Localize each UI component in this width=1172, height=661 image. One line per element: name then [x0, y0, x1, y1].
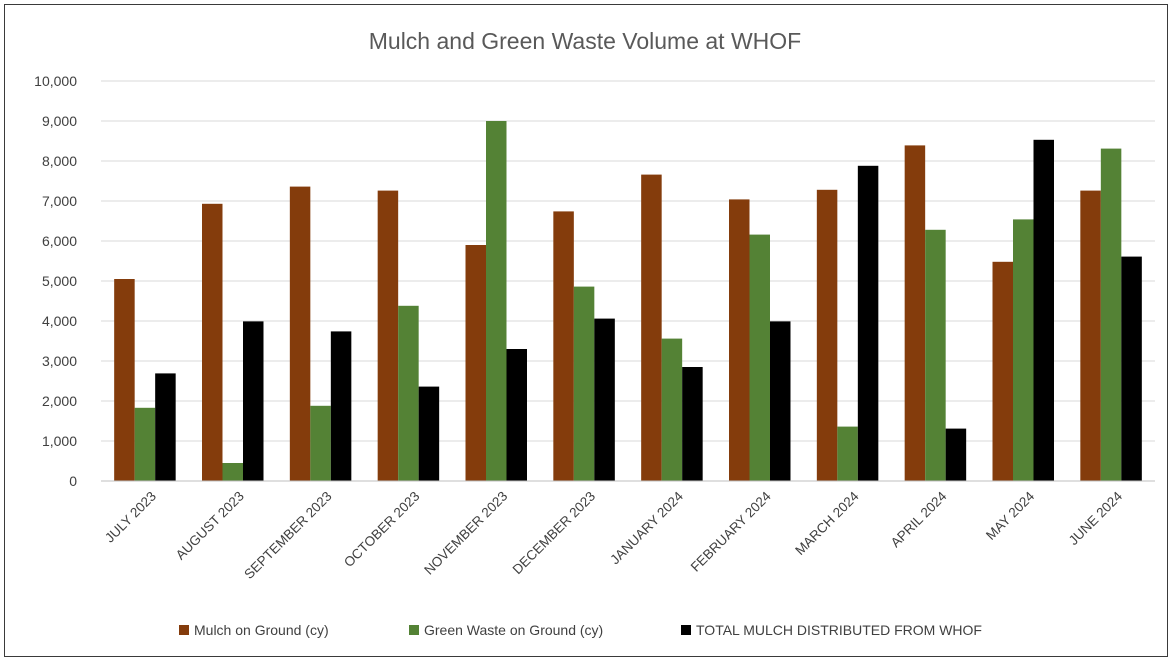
legend-swatch: [681, 625, 691, 635]
chart-title: Mulch and Green Waste Volume at WHOF: [369, 28, 801, 54]
legend: Mulch on Ground (cy) Green Waste on Groun…: [179, 622, 982, 638]
bar-total-distributed: [945, 428, 967, 481]
x-tick-label: OCTOBER 2023: [341, 489, 423, 571]
y-tick-label: 6,000: [42, 233, 77, 249]
legend-label: TOTAL MULCH DISTRIBUTED FROM WHOF: [696, 622, 982, 638]
bar-green-waste: [1013, 219, 1034, 481]
bar-green-waste: [1100, 148, 1122, 481]
legend-swatch: [409, 625, 419, 635]
bar-green-waste: [573, 286, 595, 481]
bar-total-distributed: [594, 318, 615, 481]
bar-mulch: [202, 203, 223, 482]
y-tick-label: 2,000: [42, 393, 77, 409]
chart-frame: Mulch and Green Waste Volume at WHOF 0 1,…: [4, 4, 1168, 657]
y-axis-ticks: 0 1,000 2,000 3,000 4,000 5,000 6,000 7,000 8,00…: [34, 73, 77, 489]
gridlines: [101, 80, 1155, 442]
bar-total-distributed: [155, 373, 176, 481]
legend-swatch: [179, 625, 189, 635]
y-tick-label: 5,000: [42, 273, 77, 289]
bar-mulch: [729, 199, 750, 481]
bar-mulch: [377, 190, 399, 481]
bar-green-waste: [749, 234, 770, 481]
bar-mulch: [289, 186, 311, 481]
bar-chart: Mulch and Green Waste Volume at WHOF 0 1,…: [34, 28, 1155, 638]
y-tick-label: 9,000: [42, 113, 77, 129]
y-tick-label: 0: [69, 473, 77, 489]
legend-label: Mulch on Ground (cy): [194, 622, 329, 638]
y-tick-label: 1,000: [42, 433, 77, 449]
bar-total-distributed: [330, 331, 352, 481]
bar-green-waste: [398, 305, 419, 481]
bar-mulch: [904, 145, 926, 481]
bar-mulch: [553, 211, 574, 481]
y-tick-label: 8,000: [42, 153, 77, 169]
bar-green-waste: [486, 121, 507, 481]
bar-total-distributed: [857, 165, 879, 482]
x-tick-label: SEPTEMBER 2023: [241, 489, 334, 582]
bar-mulch: [641, 174, 662, 481]
y-tick-label: 10,000: [34, 73, 77, 89]
x-tick-label: APRIL 2024: [888, 488, 950, 550]
x-tick-label: MARCH 2024: [792, 488, 862, 558]
x-tick-label: AUGUST 2023: [173, 489, 247, 563]
bar-green-waste: [310, 405, 331, 481]
bar-mulch: [816, 189, 838, 482]
bar-mulch: [1080, 190, 1101, 481]
bar-total-distributed: [506, 349, 527, 481]
bar-green-waste: [134, 407, 156, 481]
bar-total-distributed: [418, 386, 440, 481]
bar-green-waste: [222, 463, 243, 481]
bar-mulch: [114, 279, 135, 481]
x-tick-label: MAY 2024: [983, 488, 1038, 543]
bar-total-distributed: [682, 367, 703, 481]
bar-mulch: [465, 245, 486, 481]
bar-green-waste: [925, 229, 946, 481]
x-tick-label: JANUARY 2024: [607, 488, 686, 567]
x-tick-label: NOVEMBER 2023: [421, 489, 510, 578]
bar-green-waste: [661, 338, 683, 481]
bars: [114, 121, 1142, 482]
bar-total-distributed: [770, 321, 791, 481]
x-tick-label: FEBRUARY 2024: [688, 488, 774, 574]
bar-green-waste: [837, 426, 858, 481]
x-tick-label: DECEMBER 2023: [510, 489, 599, 578]
x-tick-label: JUNE 2024: [1066, 488, 1126, 548]
bar-total-distributed: [1033, 139, 1054, 482]
y-tick-label: 3,000: [42, 353, 77, 369]
bar-total-distributed: [1121, 256, 1142, 481]
legend-label: Green Waste on Ground (cy): [424, 622, 603, 638]
y-tick-label: 7,000: [42, 193, 77, 209]
y-tick-label: 4,000: [42, 313, 77, 329]
x-tick-label: JULY 2023: [102, 489, 159, 546]
bar-total-distributed: [243, 321, 264, 481]
bar-mulch: [992, 261, 1013, 481]
